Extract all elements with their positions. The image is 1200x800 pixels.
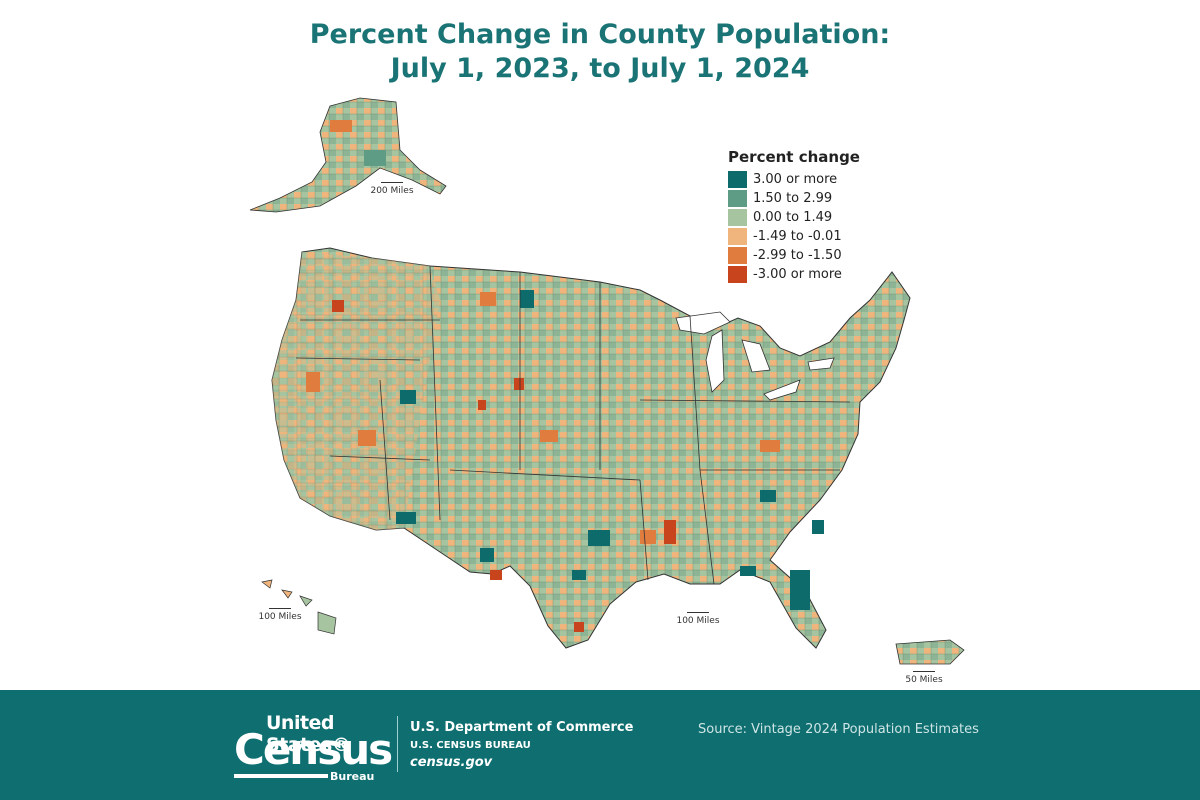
- legend-label: -1.49 to -0.01: [753, 229, 842, 244]
- decline-areas: [332, 300, 676, 632]
- legend-item: -3.00 or more: [728, 265, 860, 284]
- legend-items: 3.00 or more 1.50 to 2.99 0.00 to 1.49 -1.4…: [728, 170, 860, 284]
- alaska-scale: 200 Miles: [366, 182, 418, 196]
- bureau-name: U.S. CENSUS BUREAU: [410, 740, 531, 751]
- legend-label: 1.50 to 2.99: [753, 191, 833, 206]
- hawaii-scale: 100 Miles: [254, 608, 306, 622]
- alaska: [249, 97, 447, 213]
- legend-label: 0.00 to 1.49: [753, 210, 833, 225]
- legend-swatch: [728, 171, 747, 188]
- legend-item: 1.50 to 2.99: [728, 189, 860, 208]
- legend: Percent change 3.00 or more 1.50 to 2.99 0…: [728, 148, 860, 284]
- footer-bar: United States® Census Bureau U.S. Depart…: [0, 690, 1200, 800]
- conus-scale: 100 Miles: [672, 612, 724, 626]
- footer-divider: [397, 716, 398, 772]
- legend-item: 3.00 or more: [728, 170, 860, 189]
- legend-item: -2.99 to -1.50: [728, 246, 860, 265]
- legend-swatch: [728, 190, 747, 207]
- puerto-rico-scale: 50 Miles: [900, 671, 948, 685]
- high-growth-areas: [396, 290, 824, 610]
- title-line-1: Percent Change in County Population:: [309, 19, 891, 50]
- conus-scale-label: 100 Miles: [676, 616, 720, 626]
- moderate-decline-areas: [306, 292, 780, 544]
- department-info: U.S. Department of Commerce U.S. CENSUS …: [410, 720, 633, 770]
- map-title: Percent Change in County Population: Jul…: [0, 18, 1200, 86]
- logo-line-3: Bureau: [330, 770, 375, 783]
- scale-bar: [913, 671, 935, 672]
- legend-swatch: [728, 228, 747, 245]
- source-note: Source: Vintage 2024 Population Estimate…: [698, 722, 979, 737]
- hawaii: [261, 579, 337, 635]
- legend-swatch: [728, 209, 747, 226]
- puerto-rico: [895, 639, 965, 665]
- legend-item: -1.49 to -0.01: [728, 227, 860, 246]
- scale-bar: [269, 608, 291, 609]
- department-name: U.S. Department of Commerce: [410, 720, 634, 735]
- puerto-rico-scale-label: 50 Miles: [905, 675, 943, 685]
- scale-bar: [687, 612, 709, 613]
- legend-label: 3.00 or more: [753, 172, 838, 187]
- choropleth-map: [249, 97, 965, 665]
- western-region: [272, 252, 440, 530]
- state-borders: [295, 265, 851, 585]
- legend-swatch: [728, 247, 747, 264]
- legend-title: Percent change: [728, 148, 860, 166]
- logo-line-1: United States®: [266, 712, 351, 756]
- title-line-2: July 1, 2023, to July 1, 2024: [390, 53, 810, 84]
- great-lakes: [675, 311, 835, 401]
- legend-item: 0.00 to 1.49: [728, 208, 860, 227]
- census-logo[interactable]: United States® Census Bureau: [234, 712, 393, 783]
- scale-bar: [381, 182, 403, 183]
- website-link[interactable]: census.gov: [410, 755, 493, 770]
- hawaii-scale-label: 100 Miles: [258, 612, 302, 622]
- legend-swatch: [728, 266, 747, 283]
- legend-label: -2.99 to -1.50: [753, 248, 842, 263]
- logo-underline: [234, 774, 328, 778]
- legend-label: -3.00 or more: [753, 267, 842, 282]
- alaska-scale-label: 200 Miles: [370, 186, 414, 196]
- logo-line-2: Census: [234, 725, 393, 774]
